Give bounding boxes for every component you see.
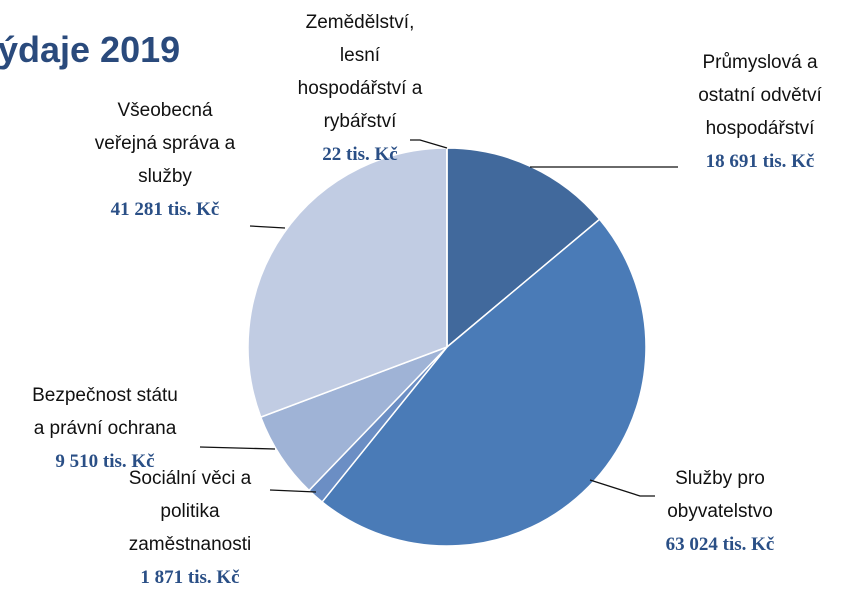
category-label: Služby pro obyvatelstvo	[667, 468, 773, 522]
category-label: Všeobecná veřejná správa a služby	[94, 100, 236, 187]
value-label: 63 024 tis. Kč	[665, 534, 775, 555]
slice-label: Sociální věci a politika zaměstnanosti 1 …	[110, 462, 270, 594]
value-label: 22 tis. Kč	[322, 144, 398, 165]
chart-title: ýdaje 2019	[0, 29, 181, 70]
slice-label: Zemědělství, lesní hospodářství a rybářs…	[293, 6, 428, 171]
slice-label: Služby pro obyvatelstvo 63 024 tis. Kč	[645, 462, 795, 561]
category-label: Průmyslová a ostatní odvětví hospodářstv…	[698, 52, 822, 139]
leader-line	[410, 139, 448, 149]
pie-slice	[247, 147, 448, 419]
category-label: Bezpečnost státu a právní ochrana	[32, 385, 178, 439]
category-label: Sociální věci a politika zaměstnanosti	[128, 468, 252, 555]
leader-line	[199, 446, 276, 450]
category-label: Zemědělství, lesní hospodářství a rybářs…	[297, 12, 423, 132]
leader-line	[269, 489, 317, 493]
leader-line	[249, 225, 286, 229]
value-label: 9 510 tis. Kč	[55, 451, 155, 472]
pie-slice	[321, 218, 647, 547]
slice-label: Všeobecná veřejná správa a služby 41 281 …	[90, 94, 240, 226]
value-label: 18 691 tis. Kč	[705, 151, 815, 172]
value-label: 41 281 tis. Kč	[110, 199, 220, 220]
value-label: 1 871 tis. Kč	[140, 567, 240, 588]
slice-label: Průmyslová a ostatní odvětví hospodářstv…	[683, 46, 838, 178]
slice-label: Bezpečnost státu a právní ochrana 9 510 t…	[28, 379, 183, 478]
leader-line	[589, 479, 655, 497]
